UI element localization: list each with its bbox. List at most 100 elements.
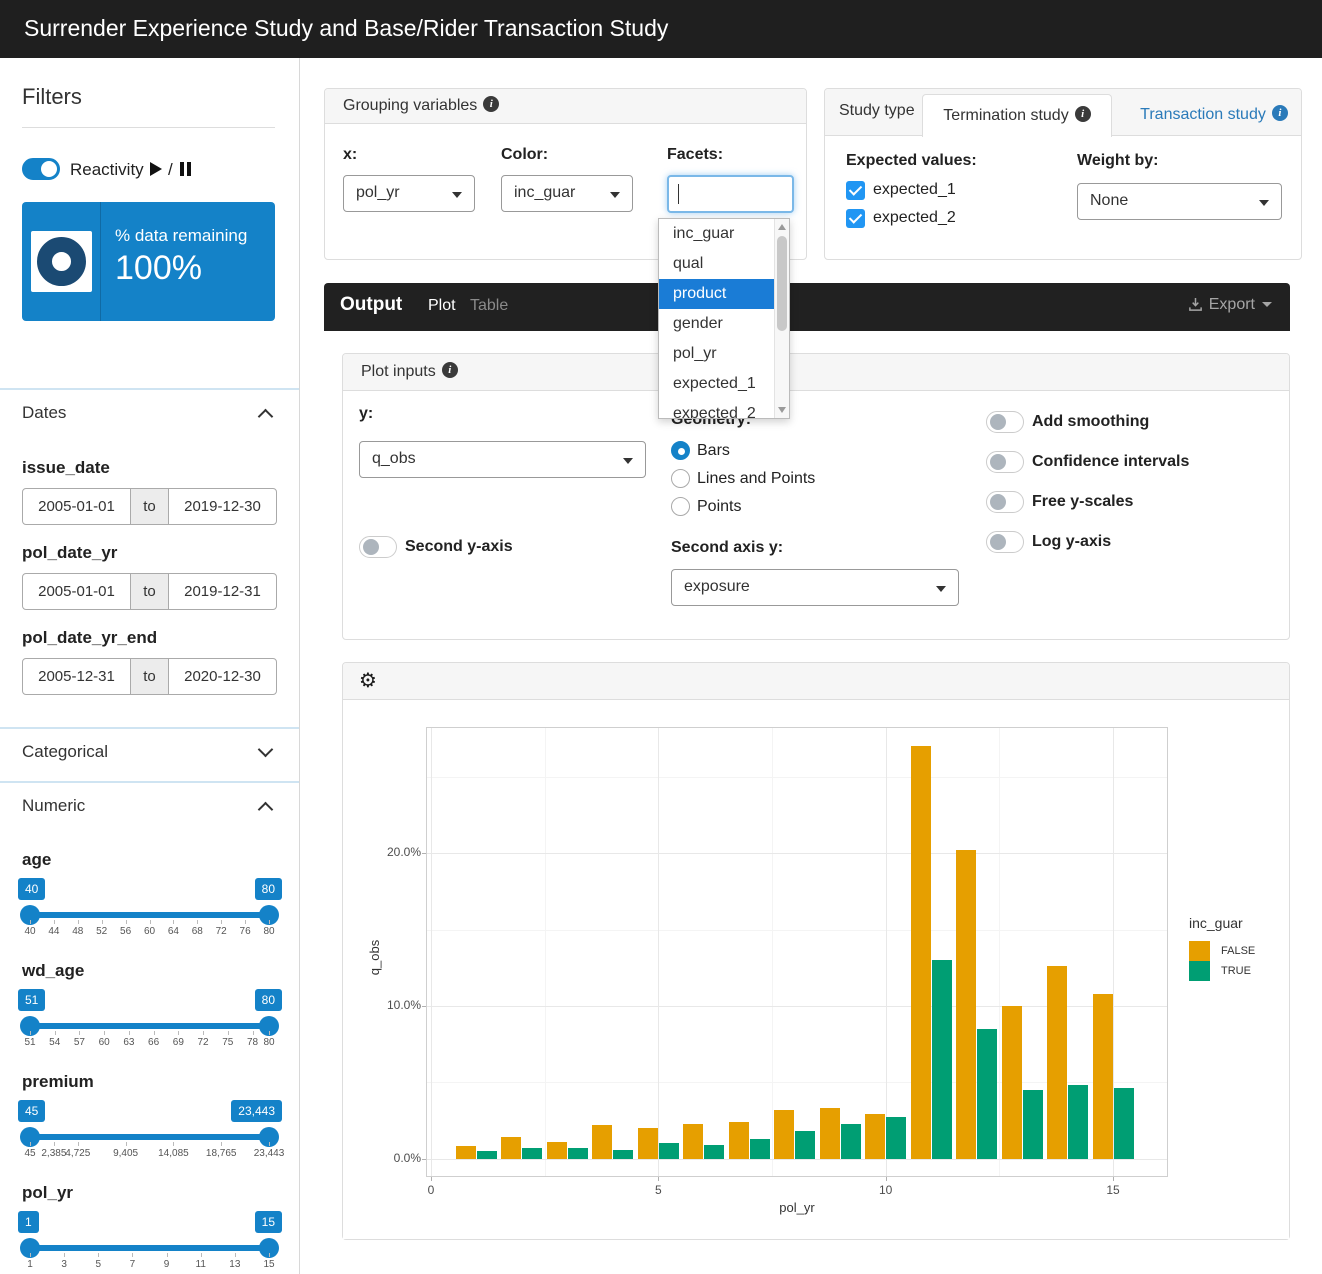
date-to-input[interactable]: 2019-12-31 bbox=[168, 573, 277, 610]
slider-handle-high[interactable] bbox=[259, 1016, 279, 1036]
accordion-numeric[interactable]: Numeric bbox=[0, 796, 299, 822]
panel-header: Plot inputs bbox=[343, 354, 1289, 391]
filters-sidebar: Filters Reactivity / % data remaining 10… bbox=[0, 58, 300, 1274]
tab-transaction-study[interactable]: Transaction study bbox=[1125, 94, 1303, 137]
chevron-up-icon bbox=[257, 408, 274, 425]
color-select[interactable]: inc_guar bbox=[501, 175, 633, 212]
wd-age-slider[interactable]: 51 80 51 54 57 60 63 66 69 72 75 78 80 bbox=[18, 989, 282, 1049]
tab-plot[interactable]: Plot bbox=[428, 297, 456, 314]
info-icon[interactable] bbox=[441, 362, 458, 378]
slider-handle-high[interactable] bbox=[259, 1127, 279, 1147]
scrollbar-thumb[interactable] bbox=[777, 236, 787, 331]
accordion-categorical[interactable]: Categorical bbox=[0, 741, 299, 768]
slider-tick-mark bbox=[30, 1031, 31, 1035]
numeric-section-label: Numeric bbox=[22, 796, 86, 815]
info-icon[interactable] bbox=[1271, 105, 1288, 121]
expected-2-checkbox[interactable] bbox=[846, 209, 865, 228]
slider-track[interactable] bbox=[30, 1245, 269, 1251]
gear-icon[interactable]: ⚙ bbox=[359, 670, 377, 692]
slider-track[interactable] bbox=[30, 1023, 269, 1029]
slider-handle-low[interactable] bbox=[20, 1127, 40, 1147]
slider-tick-label: 80 bbox=[263, 926, 275, 937]
study-type-label: Study type bbox=[839, 102, 915, 119]
gridline bbox=[885, 728, 887, 1176]
legend-label-true: TRUE bbox=[1221, 965, 1251, 977]
radio-bars[interactable] bbox=[671, 441, 690, 460]
slider-track[interactable] bbox=[30, 1134, 269, 1140]
add-smoothing-toggle[interactable] bbox=[986, 411, 1024, 433]
bar-true-polyr-13 bbox=[1022, 1089, 1043, 1159]
x-tick-label: 5 bbox=[655, 1183, 662, 1197]
scroll-up-icon[interactable] bbox=[778, 224, 786, 230]
slider-tick-mark bbox=[30, 920, 31, 924]
x-select[interactable]: pol_yr bbox=[343, 175, 475, 212]
free-y-scales-toggle[interactable] bbox=[986, 491, 1024, 513]
slider-tick-mark bbox=[125, 920, 127, 924]
date-from-input[interactable]: 2005-12-31 bbox=[22, 658, 131, 695]
slider-tick-mark bbox=[200, 1253, 202, 1257]
toggle-knob bbox=[990, 494, 1006, 510]
slider-tick-label: 52 bbox=[96, 926, 108, 937]
bar-true-polyr-4 bbox=[613, 1149, 634, 1159]
facet-option-expected_1[interactable]: expected_1 bbox=[673, 375, 756, 392]
date-from-input[interactable]: 2005-01-01 bbox=[22, 488, 131, 525]
dropdown-scrollbar[interactable] bbox=[774, 219, 789, 418]
facet-option-product[interactable]: product bbox=[659, 279, 789, 309]
reactivity-toggle[interactable] bbox=[22, 158, 60, 180]
pol-date-yr-end-range: 2005-12-31 to 2020-12-30 bbox=[22, 658, 277, 695]
confidence-intervals-label: Confidence intervals bbox=[1032, 453, 1190, 470]
gridline bbox=[427, 853, 1167, 855]
slider-tick-label: 69 bbox=[172, 1037, 184, 1048]
scroll-down-icon[interactable] bbox=[778, 407, 786, 413]
tab-table[interactable]: Table bbox=[470, 297, 509, 314]
facet-option-inc_guar[interactable]: inc_guar bbox=[673, 225, 735, 242]
radio-points[interactable] bbox=[671, 497, 690, 516]
slider-handle-low[interactable] bbox=[20, 905, 40, 925]
slider-handle-high[interactable] bbox=[259, 1238, 279, 1258]
slider-tick-mark bbox=[173, 920, 175, 924]
facet-option-qual[interactable]: qual bbox=[673, 255, 704, 272]
facets-input[interactable] bbox=[667, 175, 794, 213]
facet-option-expected_2[interactable]: expected_2 bbox=[673, 405, 756, 419]
facet-option-pol_yr[interactable]: pol_yr bbox=[673, 345, 717, 362]
y-select[interactable]: q_obs bbox=[359, 441, 646, 478]
date-from-input[interactable]: 2005-01-01 bbox=[22, 573, 131, 610]
second-y-axis-toggle[interactable] bbox=[359, 536, 397, 558]
slider-tick-label: 14,085 bbox=[158, 1148, 189, 1159]
slider-tick-label: 56 bbox=[120, 926, 132, 937]
premium-slider[interactable]: 45 23,443 45 2,385 4,725 9,405 14,085 18,765 2… bbox=[18, 1100, 284, 1160]
slider-tick-label: 60 bbox=[143, 926, 156, 937]
log-y-axis-toggle[interactable] bbox=[986, 531, 1024, 553]
export-button[interactable]: Export bbox=[1188, 296, 1272, 314]
tab-termination-study[interactable]: Termination study bbox=[922, 94, 1112, 137]
slider-tick-mark bbox=[54, 1031, 56, 1035]
slider-handle-high[interactable] bbox=[259, 905, 279, 925]
caret-down-icon bbox=[1262, 302, 1272, 307]
facet-option-gender[interactable]: gender bbox=[673, 315, 723, 332]
pol-yr-slider[interactable]: 1 15 1 3 5 7 9 11 13 15 bbox=[18, 1211, 282, 1271]
weight-by-select[interactable]: None bbox=[1077, 183, 1282, 220]
second-axis-y-select[interactable]: exposure bbox=[671, 569, 959, 606]
radio-lines-and-points[interactable] bbox=[671, 469, 690, 488]
accordion-dates[interactable]: Dates bbox=[0, 403, 299, 429]
slider-handle-low[interactable] bbox=[20, 1238, 40, 1258]
plot-inputs-body: y: q_obs Second y-axis Geometry: Bars Li… bbox=[343, 391, 1289, 639]
slider-track[interactable] bbox=[30, 912, 269, 918]
slider-tick-label: 45 bbox=[24, 1148, 36, 1159]
section-divider bbox=[0, 781, 299, 783]
info-icon[interactable] bbox=[483, 96, 500, 112]
date-to-input[interactable]: 2020-12-30 bbox=[168, 658, 277, 695]
tab-label: Termination study bbox=[943, 107, 1069, 124]
age-slider-label: age bbox=[22, 850, 52, 869]
slider-tick-row: 45 2,385 4,725 9,405 14,085 18,765 23,443 bbox=[22, 1142, 284, 1160]
slider-handle-low[interactable] bbox=[20, 1016, 40, 1036]
gridline bbox=[1113, 728, 1115, 1176]
filters-title: Filters bbox=[22, 84, 82, 109]
slider-tick-mark bbox=[173, 1142, 175, 1146]
date-to-input[interactable]: 2019-12-30 bbox=[168, 488, 277, 525]
age-slider[interactable]: 40 80 40 44 48 52 56 60 64 68 72 76 80 bbox=[18, 878, 282, 938]
info-icon[interactable] bbox=[1074, 106, 1091, 122]
slider-tick-mark bbox=[104, 1031, 106, 1035]
expected-1-checkbox[interactable] bbox=[846, 181, 865, 200]
confidence-intervals-toggle[interactable] bbox=[986, 451, 1024, 473]
